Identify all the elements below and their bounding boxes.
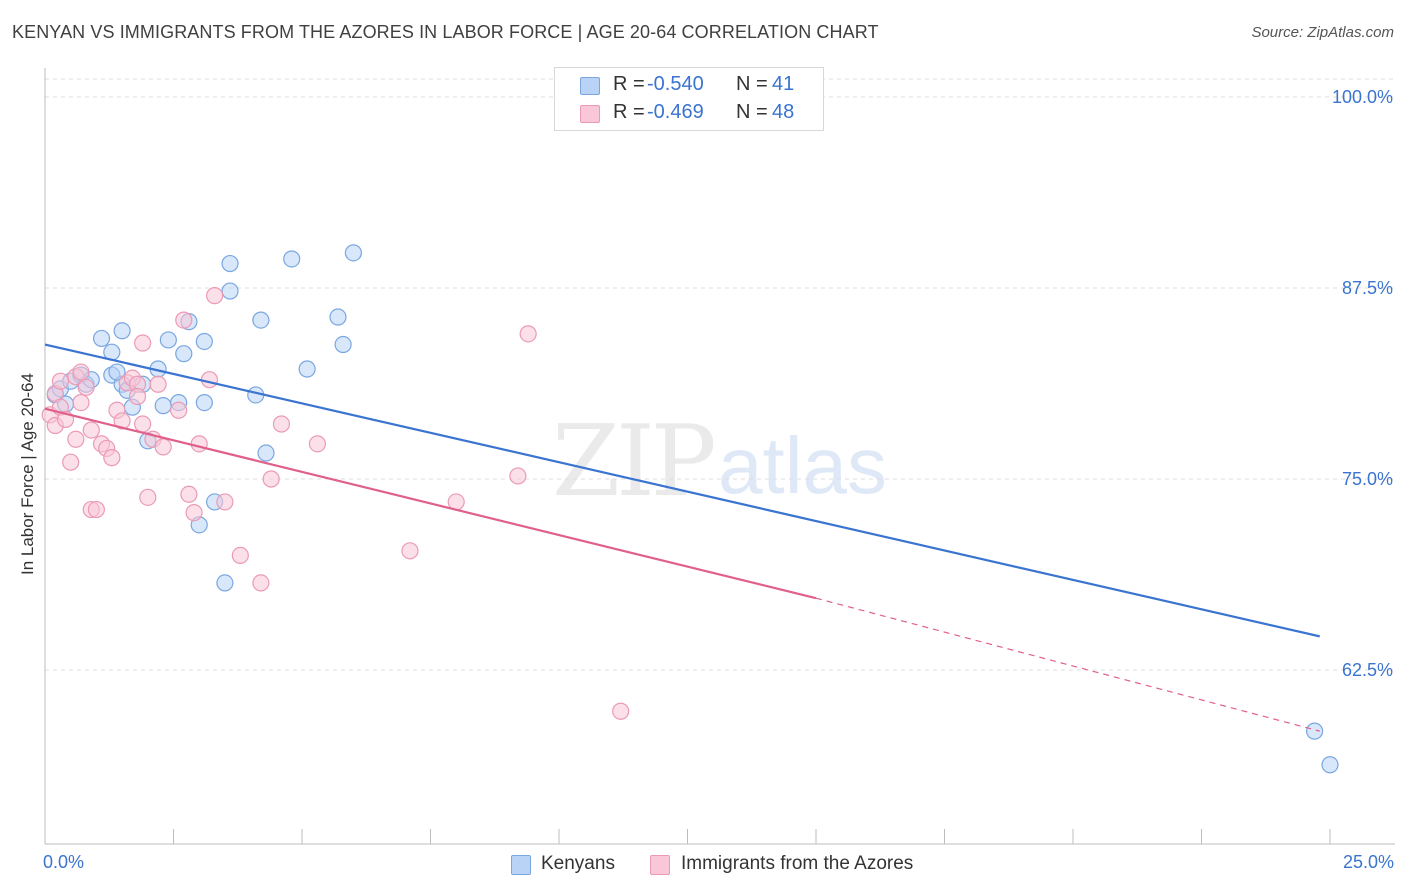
azores-point [401, 542, 419, 560]
watermark-atlas: atlas [718, 421, 887, 510]
kenyan-point [329, 308, 347, 326]
azores-point [175, 311, 193, 329]
azores-point [72, 363, 90, 381]
kenyan-point [159, 331, 177, 349]
legend-azores-label: Immigrants from the Azores [681, 853, 914, 874]
azores-point [67, 430, 85, 448]
n-value: 48 [772, 101, 795, 123]
azores-point [134, 334, 152, 352]
azores-point [149, 375, 167, 393]
azores-point [180, 485, 198, 503]
azores-point [308, 435, 327, 453]
azores-point [612, 702, 630, 720]
azores-point [51, 372, 70, 390]
r-value: -0.540 [647, 73, 704, 95]
azores-point [134, 415, 152, 433]
legend-row-azores: R = -0.469 N = 48 [555, 100, 823, 126]
r-label: R = [613, 101, 645, 123]
azores-point [170, 401, 188, 419]
azores-point [77, 378, 95, 396]
azores-point [139, 488, 157, 506]
legend-row-kenyans: R = -0.540 N = 41 [555, 72, 823, 98]
kenyan-point [344, 244, 362, 262]
correlation-legend: R = -0.540 N = 41 R = -0.469 N = 48 [554, 67, 824, 131]
kenyan-point [195, 332, 213, 351]
kenyan-point [298, 360, 316, 378]
azores-point [62, 453, 80, 471]
kenyan-point [257, 444, 275, 462]
azores-point [185, 504, 203, 522]
y-tick-label: 62.5% [1342, 660, 1393, 680]
kenyan-point [113, 322, 131, 340]
kenyan-trend-line [44, 343, 1320, 638]
azores-point [262, 470, 280, 488]
source-label: Source: ZipAtlas.com [1251, 24, 1394, 41]
kenyan-point [195, 394, 213, 412]
kenyan-point [252, 311, 270, 329]
azores-point [509, 467, 527, 485]
n-value: 41 [772, 73, 795, 95]
y-tick-label: 87.5% [1342, 278, 1393, 298]
azores-point [231, 546, 249, 565]
y-axis-label: In Labor Force | Age 20-64 [18, 373, 37, 575]
azores-point [216, 493, 234, 511]
azores-trend-line [44, 407, 817, 600]
x-tick-label-min: 0.0% [43, 852, 85, 872]
kenyan-point [92, 329, 111, 348]
azores-point [154, 438, 172, 456]
azores-point [252, 574, 270, 592]
azores-point [72, 394, 90, 412]
n-label: N = [736, 73, 768, 95]
series-legend: Kenyans Immigrants from the Azores [0, 852, 1406, 878]
r-label: R = [613, 73, 645, 95]
kenyan-point [216, 574, 234, 592]
kenyan-point [108, 363, 126, 381]
kenyan-point [175, 345, 193, 363]
azores-point [128, 387, 147, 406]
azores-point [103, 449, 121, 467]
kenyan-point [221, 282, 239, 300]
r-value: -0.469 [647, 101, 704, 123]
watermark-zip: ZIP [552, 405, 717, 519]
azores-point [190, 435, 208, 453]
kenyan-point [1305, 722, 1324, 740]
azores-point [113, 412, 131, 430]
legend-azores-swatch [650, 855, 670, 875]
chart-title: KENYAN VS IMMIGRANTS FROM THE AZORES IN … [12, 22, 879, 42]
azores-point [206, 287, 224, 305]
legend-kenyans-swatch [511, 855, 531, 875]
kenyan-point [1321, 756, 1339, 774]
x-tick-label-max: 25.0% [1342, 852, 1394, 872]
y-tick-label: 100.0% [1332, 87, 1393, 107]
kenyan-point [221, 254, 239, 273]
azores-point [82, 421, 100, 439]
azores-point [200, 371, 219, 389]
kenyans-swatch [580, 77, 600, 95]
y-tick-label: 75.0% [1342, 469, 1393, 489]
azores-trend-extension [815, 597, 1320, 732]
azores-point [272, 415, 291, 433]
legend-kenyans-label: Kenyans [541, 853, 615, 874]
azores-point [519, 325, 537, 343]
kenyan-point [154, 397, 172, 415]
azores-point [87, 500, 106, 519]
kenyan-point [334, 335, 352, 354]
n-label: N = [736, 101, 768, 123]
azores-swatch [580, 105, 600, 123]
kenyan-point [283, 250, 301, 268]
